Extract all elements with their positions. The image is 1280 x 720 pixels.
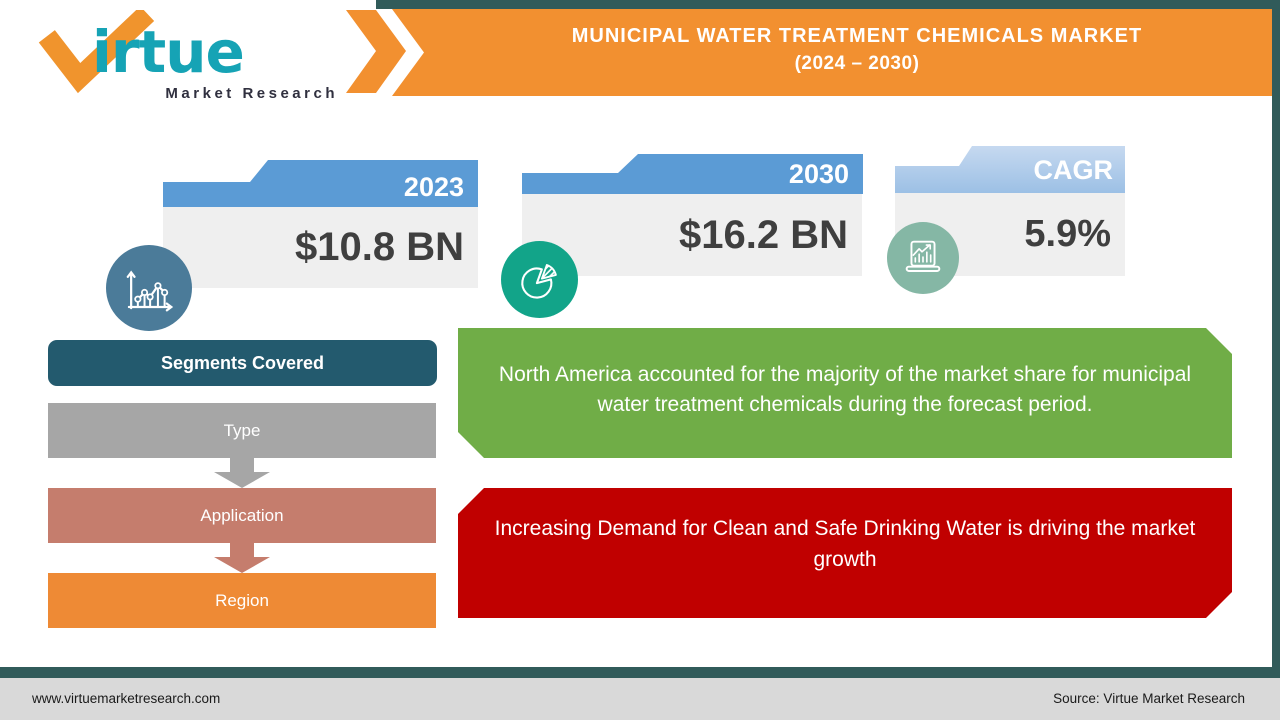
segment-bar-application: Application [48, 488, 436, 543]
title-line-2: (2024 – 2030) [794, 53, 920, 74]
segment-application-label: Application [200, 505, 284, 525]
regional-highlight-banner: North America accounted for the majority… [458, 328, 1232, 458]
stat-card-2023-body: $10.8 BN [163, 207, 478, 288]
top-accent-strip [376, 0, 1280, 9]
stat-card-2023-tab: 2023 [163, 160, 478, 207]
footer-website-link[interactable]: www.virtuemarketresearch.com [32, 691, 221, 706]
checkmark-v-icon [38, 10, 155, 94]
stat-card-2030-label: 2030 [788, 159, 849, 189]
chevron-right-icon [346, 10, 406, 93]
brand-logo: irtue Market Research [30, 4, 335, 104]
stat-card-cagr-label: CAGR [1033, 155, 1114, 185]
logo-wordmark: irtue [92, 18, 245, 86]
footer-accent-bar [0, 667, 1280, 678]
right-accent-bar [1272, 0, 1280, 678]
pie-chart-icon [501, 241, 578, 318]
segments-covered-title: Segments Covered [160, 352, 325, 373]
stat-card-2023-value: $10.8 BN [295, 225, 464, 269]
laptop-chart-icon [887, 222, 959, 294]
segment-region-label: Region [215, 590, 269, 610]
footer-source-text: Source: Virtue Market Research [1053, 691, 1245, 706]
arrow-down-icon [214, 458, 270, 488]
regional-highlight-text: North America accounted for the majority… [498, 363, 1192, 416]
stat-card-2030-value: $16.2 BN [679, 213, 848, 257]
page-title: MUNICIPAL WATER TREATMENT CHEMICALS MARK… [392, 9, 1272, 77]
stat-card-2030-body: $16.2 BN [522, 194, 862, 276]
title-line-1: MUNICIPAL WATER TREATMENT CHEMICALS MARK… [571, 25, 1143, 47]
line-chart-icon [106, 245, 192, 331]
stat-card-cagr-value: 5.9% [1024, 213, 1111, 255]
arrow-down-icon [214, 543, 270, 573]
logo-subtitle: Market Research [165, 85, 338, 102]
market-driver-banner: Increasing Demand for Clean and Safe Dri… [458, 488, 1232, 618]
footer: www.virtuemarketresearch.com Source: Vir… [0, 678, 1280, 720]
segment-bar-region: Region [48, 573, 436, 628]
segments-covered-header: Segments Covered [48, 340, 437, 386]
stat-card-2030-tab: 2030 [522, 154, 863, 194]
title-banner: MUNICIPAL WATER TREATMENT CHEMICALS MARK… [392, 9, 1272, 96]
stat-card-2023-label: 2023 [403, 172, 464, 202]
stat-card-cagr-tab: CAGR [895, 146, 1125, 193]
segment-bar-type: Type [48, 403, 436, 458]
market-driver-text: Increasing Demand for Clean and Safe Dri… [494, 517, 1196, 571]
segment-type-label: Type [223, 420, 261, 440]
